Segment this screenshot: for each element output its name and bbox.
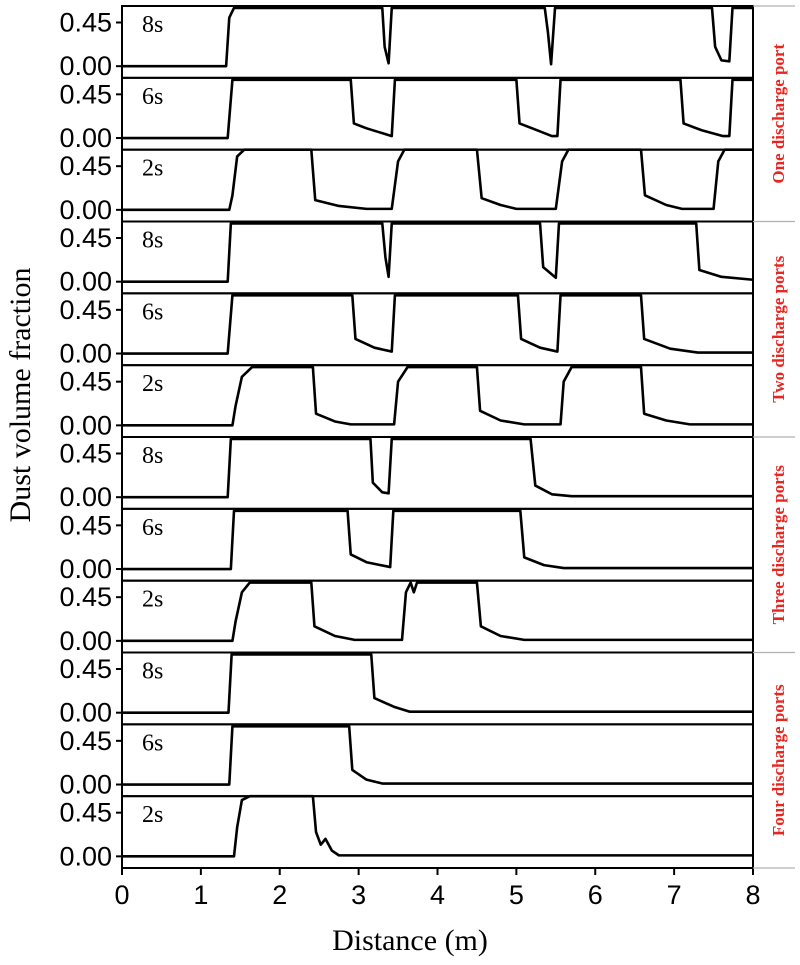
- panel: 0.00 0.45 2s: [59, 364, 754, 440]
- y-tick-label: 0.00: [59, 770, 112, 800]
- y-tick-label: 0.00: [59, 482, 112, 512]
- panel-time-label: 2s: [142, 587, 163, 613]
- group-label: Two discharge ports: [769, 255, 788, 402]
- y-axis-title: Dust volume fraction: [4, 268, 37, 523]
- panel: 0.00 0.45 8s: [59, 5, 754, 81]
- series-line: [122, 581, 753, 643]
- y-tick-label: 0.00: [59, 123, 112, 153]
- panel-time-label: 8s: [142, 659, 163, 685]
- x-tick-label: 3: [351, 880, 366, 910]
- x-tick-label: 6: [588, 880, 603, 910]
- series-line: [122, 6, 753, 68]
- series-line: [122, 794, 753, 858]
- series-line: [122, 437, 753, 499]
- panel: 0.00 0.45 8s: [59, 651, 754, 728]
- y-tick-label: 0.45: [59, 295, 112, 325]
- group-label: One discharge port: [769, 44, 788, 184]
- y-tick-label: 0.45: [59, 439, 112, 469]
- x-axis-title: Distance (m): [332, 924, 488, 957]
- y-tick-label: 0.00: [59, 195, 112, 225]
- panel-time-label: 8s: [142, 228, 163, 254]
- panel: 0.00 0.45 2s: [59, 794, 754, 871]
- x-tick-label: 1: [193, 880, 208, 910]
- panel-time-label: 8s: [142, 12, 163, 38]
- y-tick-label: 0.45: [59, 223, 112, 253]
- panel-time-label: 2s: [142, 802, 163, 828]
- y-tick-label: 0.45: [59, 510, 112, 540]
- y-tick-label: 0.45: [59, 798, 112, 828]
- series-line: [122, 509, 753, 571]
- panel-time-label: 2s: [142, 156, 163, 182]
- x-tick-label: 7: [667, 880, 682, 910]
- panel-time-label: 2s: [142, 371, 163, 397]
- y-tick-label: 0.45: [59, 8, 112, 38]
- series-line: [122, 222, 754, 283]
- x-tick-label: 5: [509, 880, 524, 910]
- y-tick-label: 0.45: [59, 654, 112, 684]
- panel: 0.00 0.45 6s: [59, 507, 754, 584]
- y-tick-label: 0.00: [59, 698, 112, 728]
- panel-time-label: 6s: [142, 84, 163, 110]
- x-tick-label: 4: [430, 880, 445, 910]
- x-axis: 0 1 2 3 4 5 6 7 8: [114, 868, 761, 910]
- y-tick-label: 0.00: [59, 841, 112, 871]
- panel: 0.00 0.45 2s: [59, 148, 754, 225]
- series-line: [122, 293, 753, 355]
- x-tick-label: 2: [272, 880, 287, 910]
- y-tick-label: 0.00: [59, 410, 112, 440]
- panel: 0.00 0.45 2s: [59, 579, 754, 656]
- series-line: [122, 365, 753, 427]
- y-tick-label: 0.00: [59, 339, 112, 369]
- group-labels: One discharge port Two discharge ports Thr…: [753, 5, 795, 869]
- panel-time-label: 6s: [142, 299, 163, 325]
- y-tick-label: 0.45: [59, 367, 112, 397]
- y-tick-label: 0.00: [59, 554, 112, 584]
- series-line: [122, 78, 753, 140]
- panel-time-label: 6s: [142, 515, 163, 541]
- panel-time-label: 8s: [142, 443, 163, 469]
- panel: 0.00 0.45 6s: [59, 723, 754, 800]
- group-label: Three discharge ports: [769, 465, 788, 625]
- x-tick-label: 8: [745, 880, 760, 910]
- y-tick-label: 0.00: [59, 626, 112, 656]
- y-tick-label: 0.45: [59, 79, 112, 109]
- y-tick-label: 0.45: [59, 151, 112, 181]
- y-tick-label: 0.00: [59, 51, 112, 81]
- y-tick-label: 0.00: [59, 267, 112, 297]
- y-tick-label: 0.45: [59, 726, 112, 756]
- panels-layer: 0.000.45 8s0.000.45 6s0.000.45 2s0.000.45 8s…: [59, 5, 754, 871]
- panel: 0.00 0.45 8s: [59, 436, 754, 512]
- panel-time-label: 6s: [142, 730, 163, 756]
- x-tick-label: 0: [114, 880, 129, 910]
- panel: 0.00 0.45 6s: [59, 76, 754, 153]
- panel: 0.00 0.45 8s: [59, 220, 754, 297]
- panel: 0.00 0.45 6s: [59, 292, 754, 369]
- series-line: [122, 724, 753, 786]
- series-line: [122, 148, 753, 212]
- y-tick-label: 0.45: [59, 582, 112, 612]
- group-label: Four discharge ports: [769, 684, 788, 836]
- series-line: [122, 653, 753, 714]
